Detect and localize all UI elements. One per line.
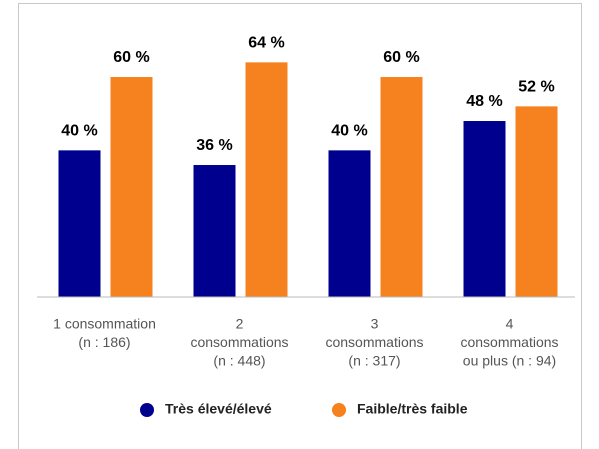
x-tick-label: 1 consommation <box>53 316 156 332</box>
value-label: 40 % <box>331 123 367 140</box>
bar <box>245 62 288 297</box>
value-label: 48 % <box>466 93 502 110</box>
bar <box>380 77 423 298</box>
x-tick-label: 3 <box>371 316 379 332</box>
value-label: 36 % <box>196 137 232 154</box>
bar <box>463 121 506 298</box>
bar <box>193 165 236 297</box>
x-tick-label: consommations <box>460 334 558 350</box>
legend-label: Très élevé/élevé <box>165 401 272 417</box>
legend-marker <box>140 403 154 417</box>
value-label: 40 % <box>61 123 97 140</box>
value-label: 52 % <box>518 79 554 96</box>
legend-marker <box>332 403 346 417</box>
x-tick-label: 4 <box>506 316 514 332</box>
x-tick-label: (n : 448) <box>213 353 265 369</box>
value-label: 64 % <box>248 35 284 52</box>
x-tick-label: (n : 317) <box>348 353 400 369</box>
x-tick-label: ou plus (n : 94) <box>463 353 556 369</box>
bar <box>515 106 558 297</box>
x-tick-label: consommations <box>325 334 423 350</box>
bar <box>58 150 101 297</box>
legend-label: Faible/très faible <box>357 401 468 417</box>
value-label: 60 % <box>383 49 419 66</box>
value-label: 60 % <box>113 49 149 66</box>
x-tick-label: (n : 186) <box>78 334 130 350</box>
x-tick-label: consommations <box>190 334 288 350</box>
x-tick-label: 2 <box>236 316 244 332</box>
frame <box>18 3 582 449</box>
bar <box>328 150 371 297</box>
bar <box>110 77 153 298</box>
